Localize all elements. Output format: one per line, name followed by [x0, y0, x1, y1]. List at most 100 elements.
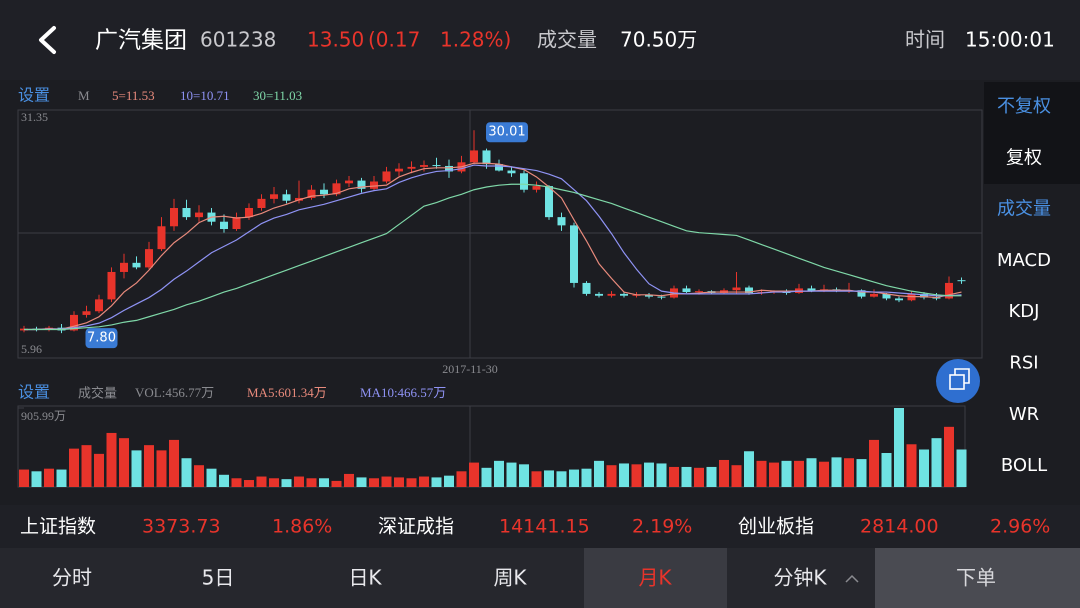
volume-bar [431, 477, 442, 487]
volume-bar [94, 453, 104, 487]
volume-bar [256, 476, 267, 487]
legend-entry: MA5:601.34万 [247, 385, 327, 400]
volume-bar [144, 445, 154, 487]
side-menu-item[interactable]: 不复权 [997, 96, 1051, 117]
change-pct: 1.28%) [440, 28, 511, 52]
candle-body [270, 194, 278, 199]
candle-body [395, 168, 403, 172]
volume-bar [806, 458, 817, 487]
price: 13.50 [307, 28, 364, 52]
volume-bar [644, 462, 654, 487]
volume-bar [369, 478, 379, 487]
index-name: 上证指数 [20, 516, 96, 538]
side-menu-item[interactable]: 复权 [1006, 147, 1042, 168]
tab[interactable]: 月K [638, 566, 672, 590]
candle-body [82, 311, 91, 315]
candle-body [370, 181, 378, 189]
candle-body [332, 183, 341, 195]
volume-bar [856, 459, 867, 487]
volume-bar [131, 450, 142, 487]
volume-bar [869, 439, 879, 487]
volume-bar [456, 471, 467, 487]
volume-bar [181, 458, 192, 487]
volume-bar [831, 457, 842, 487]
volume-bar [619, 463, 629, 487]
candle-body [957, 280, 966, 282]
volume-bar [931, 438, 942, 487]
tab-selected-bg [584, 548, 727, 608]
volume-bar [156, 450, 167, 487]
price-frame [17, 109, 983, 359]
tab[interactable]: 周K [493, 566, 527, 590]
tab[interactable]: 5日 [202, 566, 235, 590]
volume-bar [494, 460, 504, 487]
candle-body [157, 226, 166, 250]
index-change: 1.86% [272, 516, 332, 538]
volume-bar [106, 432, 117, 487]
candle-body [95, 299, 103, 312]
time-label: 时间 [905, 28, 945, 52]
back-button[interactable] [39, 26, 56, 54]
candle-body [182, 208, 191, 218]
candle-body [357, 180, 366, 189]
volume-bar [506, 462, 517, 487]
candle-body [607, 293, 616, 296]
candle-body [545, 186, 553, 218]
volume-bar [344, 473, 354, 487]
candle-body [895, 298, 903, 301]
volume-bar [531, 471, 542, 487]
candle-body [495, 164, 503, 171]
volume-bar [31, 471, 42, 487]
side-menu-item[interactable]: 成交量 [997, 199, 1051, 220]
tab[interactable]: 分时 [52, 566, 92, 590]
index-change: 2.96% [990, 516, 1050, 538]
candle-body [445, 165, 453, 172]
candle-body [470, 150, 478, 163]
volume-bar [769, 462, 779, 487]
ma-line [24, 183, 962, 331]
candle-body [532, 186, 541, 190]
volume-bar [331, 480, 342, 487]
volume-bar [244, 480, 254, 487]
volume-bar [294, 476, 304, 487]
candle-body [345, 180, 353, 184]
volume-bar [306, 478, 317, 487]
settings[interactable]: 设置 [18, 383, 50, 402]
candle-body [645, 294, 653, 297]
candle-body [145, 249, 153, 268]
candle-body [920, 293, 928, 298]
side-menu-item[interactable]: RSI [1009, 353, 1038, 374]
time: 15:00:01 [965, 28, 1055, 52]
order-bg [875, 548, 1080, 608]
volume-bar [956, 449, 967, 487]
settings[interactable]: 设置 [18, 86, 50, 105]
tab[interactable]: 下单 [956, 566, 996, 590]
side-menu-item[interactable]: MACD [997, 250, 1051, 271]
float-icon [954, 368, 970, 384]
legend-entry: 10=10.71 [180, 88, 230, 103]
volume-bar [919, 449, 929, 487]
side-menu-item[interactable]: KDJ [1009, 301, 1040, 322]
volume-bar [719, 459, 729, 487]
caret [845, 574, 859, 583]
float-button[interactable] [936, 359, 980, 403]
tab[interactable]: 分钟K [773, 566, 827, 590]
volume-bar [906, 444, 917, 487]
legend-entry: VOL:456.77万 [135, 385, 214, 400]
candle-body [307, 189, 316, 198]
candle-body [70, 314, 78, 331]
volume-bar [194, 465, 204, 487]
tab[interactable]: 日K [348, 566, 382, 590]
candle-body [320, 189, 328, 195]
volume-bar [544, 470, 554, 487]
side-menu-item[interactable]: BOLL [1001, 455, 1047, 476]
volume-bar [231, 478, 242, 487]
candle-body [657, 296, 666, 298]
volume-bar [44, 468, 54, 487]
candle-body [407, 166, 416, 169]
side-menu-item[interactable]: WR [1009, 404, 1039, 425]
volume-bar [731, 465, 742, 487]
volume-bar [894, 408, 904, 487]
candle-body [695, 291, 703, 293]
volume-bar [281, 479, 292, 487]
